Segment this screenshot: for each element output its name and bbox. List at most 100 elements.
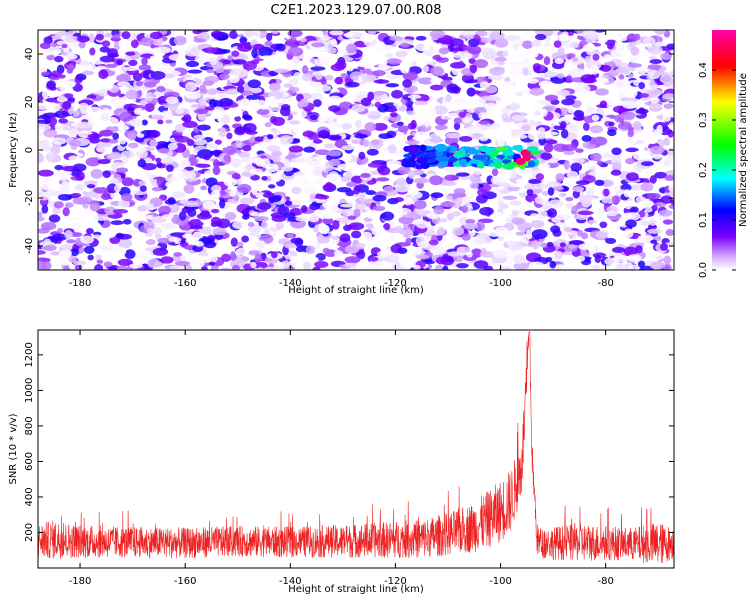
heatmap-cell: [271, 150, 283, 157]
heatmap-cell: [555, 173, 565, 182]
heatmap-cell: [151, 186, 163, 192]
heatmap-cell: [396, 177, 407, 186]
heatmap-cell: [663, 263, 672, 270]
heatmap-cell: [563, 226, 572, 233]
heatmap-cell: [662, 219, 674, 225]
heatmap-cell: [66, 239, 76, 244]
heatmap-cell: [192, 138, 208, 146]
heatmap-cell: [71, 232, 83, 238]
heatmap-cell: [212, 166, 221, 176]
heatmap-cell: [372, 70, 386, 76]
heatmap-cell: [314, 260, 329, 268]
heatmap-cell: [88, 33, 95, 43]
heatmap-cell: [241, 235, 250, 243]
colorbar-tick-label: 0.2: [698, 162, 709, 178]
colorbar-gradient: [712, 30, 736, 270]
heatmap-cell: [61, 181, 71, 190]
heatmap-cell: [50, 251, 61, 256]
heatmap-cell: [632, 121, 642, 131]
heatmap-cell: [312, 266, 321, 270]
heatmap-cell: [620, 111, 636, 121]
heatmap-cell: [446, 112, 458, 119]
heatmap-cell: [62, 81, 76, 88]
heatmap-cell: [415, 219, 429, 229]
heatmap-cell: [640, 161, 654, 167]
heatmap-cell: [231, 173, 241, 180]
heatmap-cell: [424, 118, 431, 128]
heatmap-cell: [145, 202, 155, 209]
heatmap-cell: [141, 119, 148, 126]
heatmap-cell: [159, 147, 170, 154]
heatmap-cell: [379, 257, 392, 262]
heatmap-cell: [629, 137, 638, 145]
heatmap-cell: [368, 256, 379, 262]
heatmap-cell: [652, 128, 663, 136]
heatmap-cell: [662, 93, 674, 100]
heatmap-cell: [389, 36, 404, 41]
heatmap-cell: [400, 42, 410, 48]
heatmap-cell: [456, 246, 471, 254]
heatmap-cell: [560, 129, 569, 139]
heatmap-cell: [66, 52, 75, 59]
heatmap-cell: [548, 158, 557, 164]
heatmap-cell: [138, 64, 152, 71]
heatmap-cell: [303, 261, 312, 270]
heatmap-cell: [38, 140, 51, 149]
heatmap-cell: [242, 114, 252, 120]
heatmap-cell: [663, 255, 672, 265]
heatmap-cell: [281, 165, 294, 172]
heatmap-cell: [475, 221, 486, 232]
heatmap-cell: [485, 96, 501, 101]
heatmap-cell: [252, 99, 269, 107]
heatmap-cell: [67, 64, 75, 70]
heatmap-cell: [322, 217, 334, 225]
heatmap-cell: [290, 162, 297, 168]
heatmap-cell: [480, 37, 493, 43]
heatmap-cell: [262, 266, 278, 270]
heatmap-cell: [79, 209, 87, 216]
heatmap-cell: [254, 253, 263, 264]
heatmap-cell: [86, 184, 96, 189]
heatmap-cell: [663, 137, 671, 147]
heatmap-cell: [324, 181, 334, 191]
heatmap-cell: [150, 129, 159, 139]
heatmap-cell: [306, 121, 317, 129]
heatmap-cell: [358, 151, 366, 160]
heatmap-cell: [438, 47, 450, 55]
heatmap-cell: [253, 240, 266, 248]
heatmap-cell: [332, 219, 340, 230]
heatmap-xtick-label: -140: [279, 278, 302, 289]
heatmap-cell: [604, 39, 618, 46]
colorbar-tick-label: 0.1: [698, 212, 709, 228]
heatmap-cell: [446, 195, 453, 201]
heatmap-cell: [228, 75, 240, 84]
heatmap-cell: [373, 234, 382, 243]
heatmap-cell: [96, 180, 104, 188]
heatmap-cell: [266, 134, 274, 140]
heatmap-cell: [354, 133, 368, 139]
heatmap-cell: [413, 100, 429, 106]
heatmap-cell: [135, 80, 143, 87]
heatmap-cell: [491, 168, 499, 177]
heatmap-cell: [502, 50, 509, 57]
heatmap-cell: [194, 54, 206, 64]
heatmap-cell: [634, 33, 641, 41]
heatmap-cell: [64, 93, 74, 99]
heatmap-cell: [342, 152, 352, 162]
heatmap-cell: [41, 204, 49, 214]
heatmap-cell: [483, 265, 494, 270]
heatmap-cell: [552, 264, 568, 270]
heatmap-cell: [185, 264, 192, 270]
heatmap-cell: [300, 37, 308, 43]
heatmap-cell: [314, 57, 329, 67]
heatmap-cell: [627, 63, 643, 68]
heatmap-cell: [51, 42, 58, 48]
heatmap-cell: [226, 132, 233, 140]
heatmap-cell: [130, 118, 143, 128]
heatmap-cell: [38, 249, 46, 255]
heatmap-cell: [509, 102, 519, 112]
heatmap-cell: [195, 163, 211, 168]
heatmap-cell: [298, 251, 308, 257]
colorbar-label: Normalized spectral amplitude: [738, 73, 749, 227]
heatmap-cell: [422, 65, 430, 73]
